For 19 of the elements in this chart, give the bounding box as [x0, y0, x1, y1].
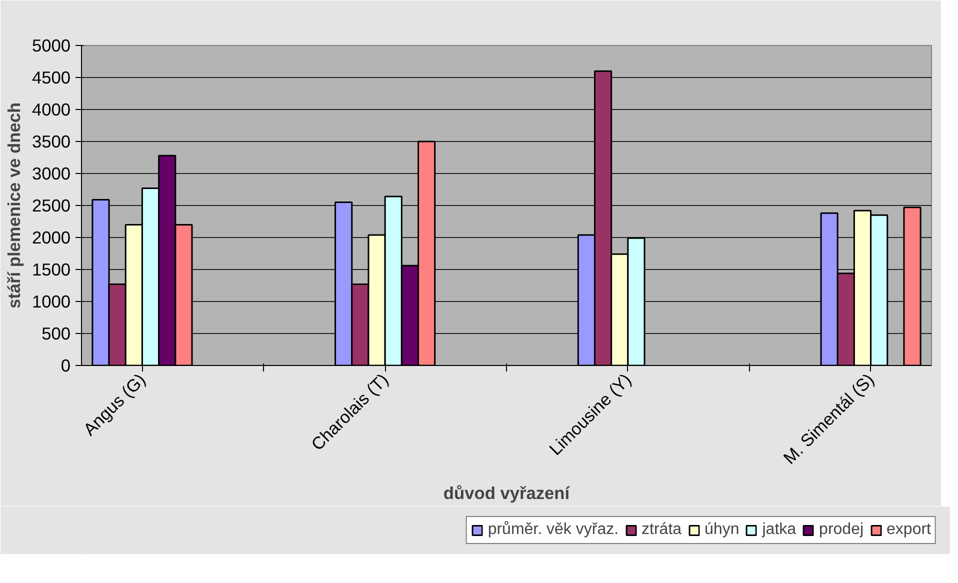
legend-label: export: [886, 521, 931, 539]
y-tick-label: 0: [60, 356, 71, 376]
legend-label: prodej: [819, 521, 864, 539]
legend-label: ztráta: [642, 521, 682, 539]
legend-label: úhyn: [704, 521, 740, 539]
y-axis-title: stáří plemenice ve dnech: [4, 102, 24, 309]
y-tick-label: 2000: [32, 228, 71, 248]
y-tick-label: 4000: [32, 100, 71, 120]
y-tick-label: 2500: [32, 196, 71, 216]
y-tick-label: 1000: [32, 292, 71, 312]
y-tick-label: 500: [42, 324, 71, 344]
y-tick-label: 3000: [32, 164, 71, 184]
y-tick-label: 5000: [32, 36, 71, 56]
y-tick-label: 4500: [32, 68, 71, 88]
x-axis-title: důvod vyřazení: [443, 483, 571, 504]
legend-label: jatka: [762, 521, 796, 539]
y-tick-label: 3500: [32, 132, 71, 152]
legend-label: průměr. věk vyřaz.: [488, 521, 619, 539]
y-tick-label: 1500: [32, 260, 71, 280]
